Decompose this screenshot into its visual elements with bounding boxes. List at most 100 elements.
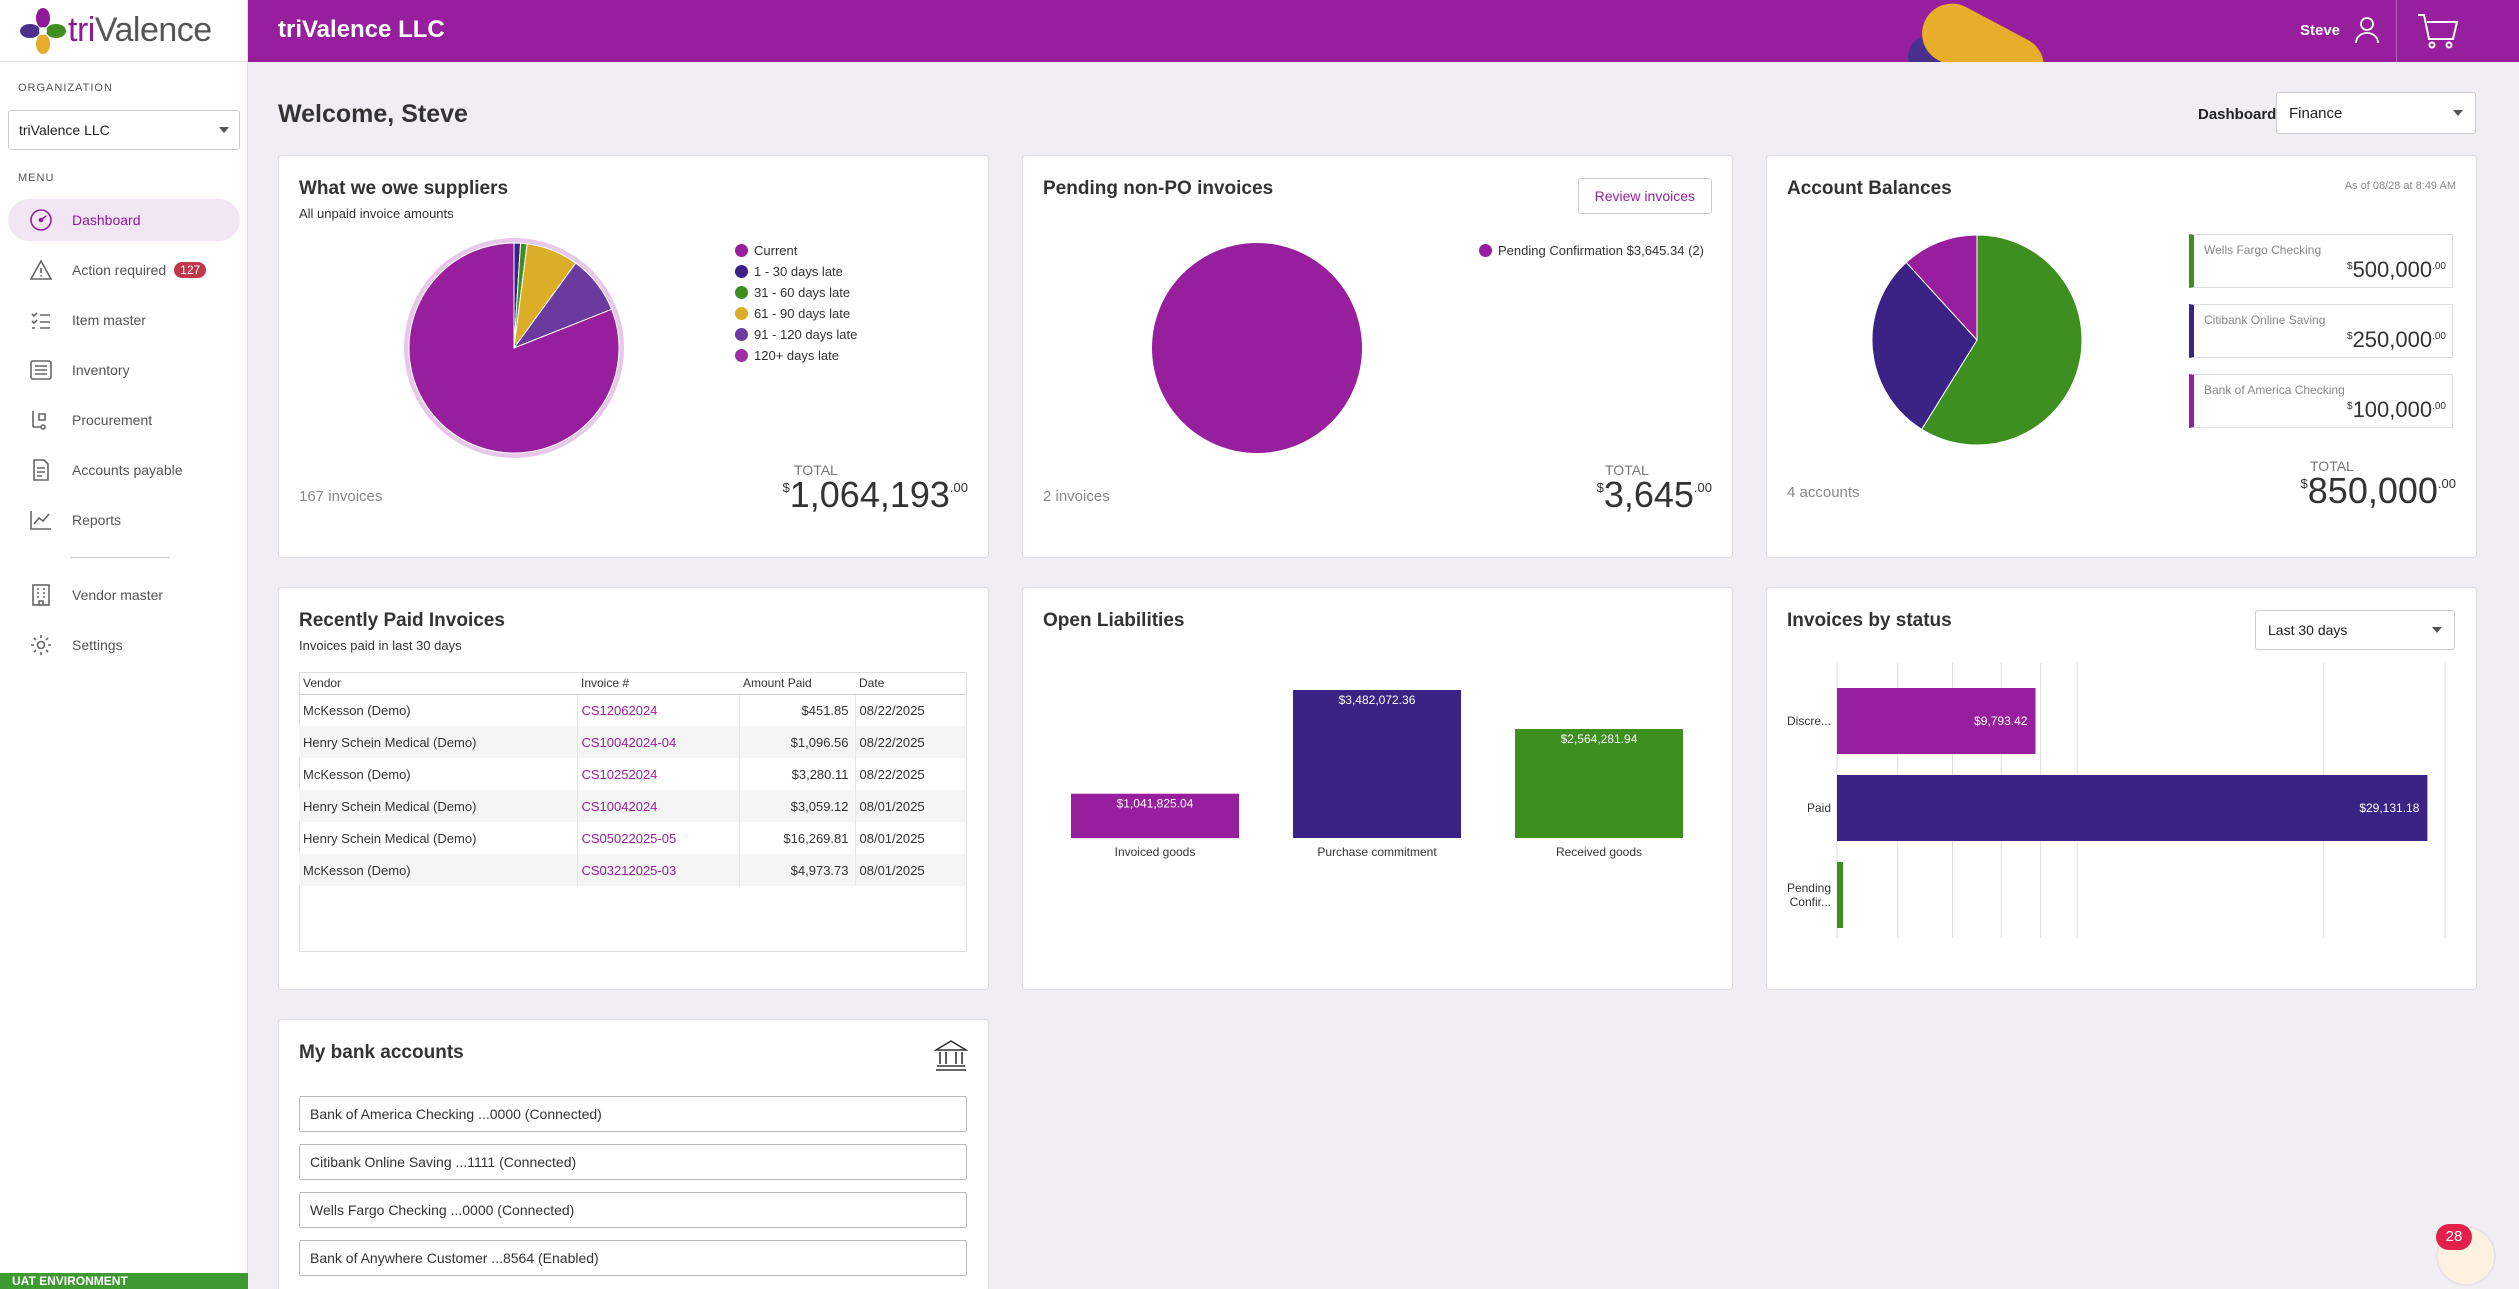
invoice-link[interactable]: CS10252024 (577, 758, 740, 790)
organization-label: ORGANIZATION (18, 82, 113, 94)
sidebar-item-label: Reports (72, 512, 122, 528)
owe-legend: Current 1 - 30 days late 31 - 60 days la… (735, 240, 857, 366)
bank-account-row[interactable]: Bank of Anywhere Customer ...8564 (Enabl… (299, 1240, 967, 1276)
sidebar-item-vendor-master[interactable]: Vendor master (8, 574, 240, 616)
open-liabilities-bar-chart: $1,041,825.04 Invoiced goods $3,482,072.36… (1071, 690, 1683, 859)
legend-item: 91 - 120 days late (735, 324, 857, 345)
company-name: triValence LLC (278, 16, 445, 43)
account-box-bank-of-america[interactable]: Bank of America Checking $100,000.00 (2189, 374, 2453, 428)
bank-account-row[interactable]: Wells Fargo Checking ...0000 (Connected) (299, 1192, 967, 1228)
bar-invoiced-goods[interactable] (1071, 793, 1239, 838)
pie-slice-wells-fargo-checking[interactable] (1921, 234, 2083, 446)
bar-purchase-commitment[interactable] (1293, 690, 1461, 838)
sidebar-item-accounts-payable[interactable]: Accounts payable (8, 449, 240, 491)
bank-icon[interactable] (934, 1038, 968, 1072)
header-divider (2396, 0, 2397, 62)
action-required-badge: 127 (174, 262, 207, 278)
pending-legend: Pending Confirmation $3,645.34 (2) (1479, 240, 1704, 261)
open-liabilities-card: Open Liabilities $1,041,825.04 Invoiced g… (1022, 587, 1733, 990)
logo[interactable]: triValence (0, 0, 247, 62)
legend-dot (735, 265, 748, 278)
bar-category-label: Received goods (1556, 845, 1642, 859)
bank-account-row[interactable]: Bank of America Checking ...0000 (Connec… (299, 1096, 967, 1132)
status-bar-1[interactable] (1837, 775, 2428, 841)
top-header: triValence LLC Steve (248, 0, 2519, 62)
column-header[interactable]: Vendor (299, 672, 577, 695)
card-title: Recently Paid Invoices (299, 610, 505, 631)
gauge-icon (28, 207, 54, 233)
invoice-link[interactable]: CS12062024 (577, 694, 740, 726)
invoice-link[interactable]: CS03212025-03 (577, 854, 740, 886)
pending-pie-chart[interactable] (1147, 238, 1367, 458)
bar-received-goods[interactable] (1515, 729, 1683, 838)
sidebar-item-dashboard[interactable]: Dashboard (8, 199, 240, 241)
sidebar-item-label: Item master (72, 312, 146, 328)
owe-pie-chart[interactable] (399, 238, 629, 458)
bank-account-row[interactable]: Citibank Online Saving ...1111 (Connecte… (299, 1144, 967, 1180)
recently-paid-table: Vendor Invoice # Amount Paid Date McKess… (299, 672, 967, 886)
chevron-down-icon (2453, 110, 2463, 116)
sidebar-item-label: Dashboard (72, 212, 141, 228)
user-icon[interactable] (2354, 16, 2380, 44)
card-subtitle: Invoices paid in last 30 days (299, 638, 462, 653)
pending-invoices-card: Pending non-PO invoices Review invoices … (1022, 155, 1733, 558)
accounts-pie-chart[interactable] (1867, 230, 2087, 450)
invoice-count: 167 invoices (299, 488, 383, 505)
invoice-link[interactable]: CS10042024 (577, 790, 740, 822)
sidebar-item-label: Action required (72, 262, 167, 278)
pie-slice-bank-of-america-checking[interactable] (1905, 234, 1978, 342)
sidebar-item-reports[interactable]: Reports (8, 499, 240, 541)
dashboard-select[interactable]: Finance (2276, 92, 2476, 134)
review-invoices-button[interactable]: Review invoices (1577, 178, 1712, 214)
invoice-link[interactable]: CS05022025-05 (577, 822, 740, 854)
card-title: My bank accounts (299, 1042, 464, 1063)
dashboard-select-label: Dashboard (2198, 106, 2277, 123)
user-name[interactable]: Steve (2300, 22, 2341, 39)
sidebar-item-inventory[interactable]: Inventory (8, 349, 240, 391)
building-icon (28, 582, 54, 608)
line-chart-icon (28, 507, 54, 533)
bar-category-label: Discre... (1787, 714, 1831, 728)
column-header[interactable]: Amount Paid (739, 672, 855, 695)
bank-accounts-card: My bank accounts Bank of America Checkin… (278, 1019, 989, 1289)
card-title: Account Balances (1787, 178, 1952, 199)
bar-category-label: Invoiced goods (1115, 845, 1196, 859)
total-value: $1,064,193.00 (782, 474, 968, 515)
organization-value: triValence LLC (19, 122, 110, 138)
legend-item: 120+ days late (735, 345, 857, 366)
cart-icon[interactable] (2416, 12, 2460, 50)
sidebar-item-procurement[interactable]: Procurement (8, 399, 240, 441)
invoice-link[interactable]: CS10042024-04 (577, 726, 740, 758)
logo-text: triValence (68, 11, 212, 49)
dashboard-select-value: Finance (2289, 104, 2343, 122)
status-bar-2[interactable] (1837, 862, 1844, 928)
sidebar-item-item-master[interactable]: Item master (8, 299, 240, 341)
sidebar-item-label: Vendor master (72, 587, 164, 603)
menu-label: MENU (18, 172, 55, 184)
warning-icon (28, 257, 54, 283)
bar-value-label: $29,131.18 (2359, 801, 2419, 815)
sidebar-item-label: Procurement (72, 412, 153, 428)
sidebar-item-label: Settings (72, 637, 123, 653)
sidebar-item-action-required[interactable]: Action required 127 (8, 249, 240, 291)
recently-paid-card: Recently Paid Invoices Invoices paid in … (278, 587, 989, 990)
pie-slice-citibank-online-saving[interactable] (1871, 261, 1978, 430)
sidebar-item-settings[interactable]: Settings (8, 624, 240, 666)
invoices-by-status-bar-chart: $9,793.42 Discre... $29,131.18 Paid PendingC… (1787, 663, 2446, 938)
pie-slice-current[interactable] (408, 242, 620, 454)
column-header[interactable]: Date (855, 672, 967, 695)
table-row: Henry Schein Medical (Demo) CS10042024 $3,… (299, 790, 967, 822)
help-notification-badge[interactable]: 28 (2436, 1224, 2472, 1250)
column-header[interactable]: Invoice # (577, 672, 739, 695)
status-bar-0[interactable] (1837, 688, 2036, 754)
table-row: Henry Schein Medical (Demo) CS10042024-04… (299, 726, 967, 758)
status-range-select[interactable]: Last 30 days (2255, 610, 2455, 650)
logo-mark-icon (20, 7, 66, 54)
account-box-citibank[interactable]: Citibank Online Saving $250,000.00 (2189, 304, 2453, 358)
account-box-wells-fargo[interactable]: Wells Fargo Checking $500,000.00 (2189, 234, 2453, 288)
bar-category-label: Paid (1807, 801, 1831, 815)
checklist-icon (28, 307, 54, 333)
pie-slice-pending-confirmation[interactable] (1152, 243, 1362, 453)
organization-select[interactable]: triValence LLC (8, 110, 240, 150)
account-count: 4 accounts (1787, 484, 1860, 501)
